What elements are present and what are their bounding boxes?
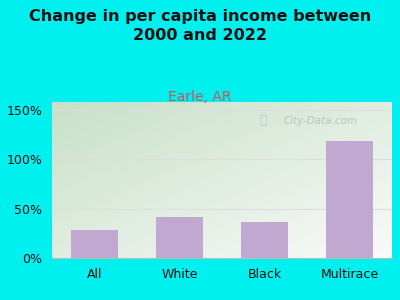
Text: City-Data.com: City-Data.com (283, 116, 357, 126)
Text: Change in per capita income between
2000 and 2022: Change in per capita income between 2000… (29, 9, 371, 43)
Bar (71, 230, 118, 258)
Bar (156, 217, 203, 258)
Text: ⦾: ⦾ (259, 114, 266, 127)
Bar (241, 223, 288, 258)
Bar (326, 142, 373, 258)
Text: Earle, AR: Earle, AR (168, 90, 232, 104)
